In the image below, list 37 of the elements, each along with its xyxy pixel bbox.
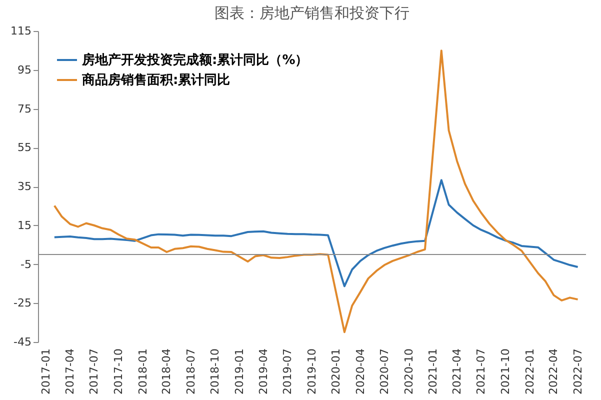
x-tick-label: 2019-10	[305, 348, 318, 394]
x-tick-label: 2021-01	[426, 348, 440, 394]
x-tick-label: 2022-07	[571, 348, 584, 394]
x-tick-label: 2017-01	[40, 348, 53, 394]
x-tick-label: 2021-04	[450, 348, 464, 394]
y-tick-label: -25	[14, 296, 32, 310]
x-tick-label: 2019-04	[256, 348, 270, 394]
y-tick-label: 35	[18, 180, 32, 193]
line-series	[53, 179, 579, 288]
x-tick-label: 2021-07	[474, 348, 488, 394]
y-tick-label: 95	[18, 63, 32, 76]
x-tick-label: 2018-04	[160, 348, 174, 394]
x-tick-label: 2020-01	[330, 348, 343, 394]
x-tick-label: 2017-10	[112, 348, 126, 394]
y-tick-label: -45	[14, 336, 32, 348]
x-tick-label: 2021-10	[498, 348, 512, 394]
y-tick-label: 15	[18, 218, 32, 232]
x-tick-label: 2022-04	[547, 348, 560, 394]
x-tick-label: 2020-10	[402, 348, 416, 394]
y-tick-label: -5	[20, 258, 32, 271]
y-tick-label: 75	[18, 102, 32, 116]
x-tick-label: 2017-07	[88, 348, 101, 394]
line-series	[53, 50, 579, 334]
y-tick-label: 55	[18, 141, 32, 154]
legend-label: 商品房销售面积:累计同比	[81, 72, 230, 88]
x-tick-label: 2018-01	[136, 348, 150, 394]
x-tick-label: 2020-04	[354, 348, 367, 394]
x-tick-label: 2018-10	[208, 348, 222, 394]
x-tick-label: 2019-07	[281, 348, 294, 394]
x-tick-label: 2018-07	[184, 348, 198, 394]
x-tick-label: 2022-01	[523, 348, 536, 394]
x-tick-label: 2017-04	[64, 348, 77, 394]
chart-title: 图表：房地产销售和投资下行	[214, 4, 410, 22]
y-tick-label: 115	[10, 24, 32, 38]
x-tick-label: 2019-01	[233, 348, 246, 394]
x-tick-label: 2020-07	[378, 348, 391, 394]
legend-label: 房地产开发投资完成额:累计同比（%）	[81, 52, 308, 68]
